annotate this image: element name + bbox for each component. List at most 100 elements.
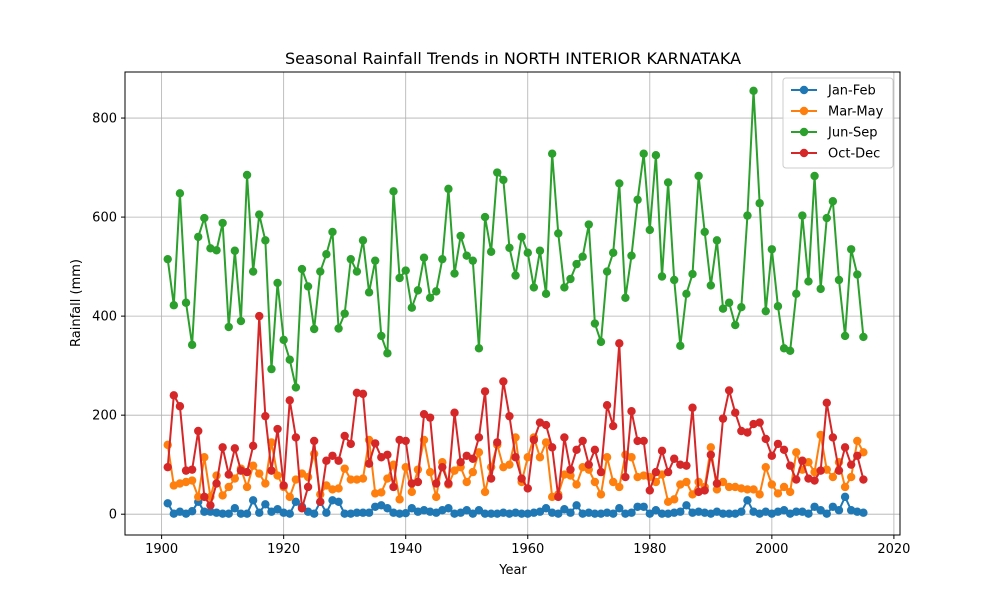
data-point-jan-feb bbox=[682, 501, 691, 510]
data-point-jun-sep bbox=[194, 232, 203, 242]
data-point-mar-may bbox=[358, 474, 368, 483]
data-point-jun-sep bbox=[663, 178, 673, 187]
data-point-jun-sep bbox=[651, 150, 661, 160]
data-point-jun-sep bbox=[468, 256, 478, 265]
data-point-jun-sep bbox=[840, 331, 850, 341]
data-point-jan-feb bbox=[743, 496, 752, 505]
data-point-mar-may bbox=[761, 462, 770, 472]
y-tick-label: 200 bbox=[92, 409, 117, 424]
data-point-mar-may bbox=[541, 438, 551, 447]
data-point-jan-feb bbox=[187, 507, 197, 516]
data-point-jun-sep bbox=[425, 293, 435, 303]
data-point-jun-sep bbox=[309, 324, 319, 334]
data-point-jun-sep bbox=[212, 246, 221, 255]
data-point-jun-sep bbox=[853, 270, 862, 279]
data-point-mar-may bbox=[285, 492, 294, 502]
data-point-mar-may bbox=[779, 482, 789, 492]
data-point-jun-sep bbox=[395, 273, 404, 283]
data-point-oct-dec bbox=[419, 409, 429, 419]
data-point-jun-sep bbox=[639, 149, 648, 158]
data-point-mar-may bbox=[596, 490, 606, 499]
data-point-jun-sep bbox=[328, 227, 337, 237]
data-point-jun-sep bbox=[743, 211, 752, 220]
data-point-jan-feb bbox=[651, 506, 661, 515]
legend-box bbox=[782, 77, 894, 169]
series-jan-feb bbox=[163, 492, 868, 518]
legend: Jan-Feb Mar-May Jun-Sep Oct-Dec bbox=[782, 77, 894, 169]
data-point-oct-dec bbox=[572, 445, 581, 455]
data-point-jun-sep bbox=[486, 247, 496, 256]
data-point-oct-dec bbox=[273, 424, 282, 434]
data-point-oct-dec bbox=[602, 401, 612, 410]
legend-label-oct-dec: Oct-Dec bbox=[828, 147, 880, 162]
data-point-jun-sep bbox=[340, 309, 349, 318]
data-point-mar-may bbox=[261, 479, 270, 488]
data-point-jan-feb bbox=[352, 508, 362, 517]
legend-marker-oct-dec bbox=[799, 148, 809, 158]
data-point-mar-may bbox=[480, 487, 490, 497]
data-point-mar-may bbox=[273, 471, 282, 480]
data-point-jun-sep bbox=[419, 253, 429, 262]
data-point-jan-feb bbox=[334, 497, 343, 507]
data-point-jun-sep bbox=[761, 306, 770, 316]
data-point-jan-feb bbox=[236, 509, 246, 518]
data-point-oct-dec bbox=[334, 456, 343, 465]
data-point-jun-sep bbox=[444, 184, 453, 194]
y-tick-label: 0 bbox=[109, 508, 117, 523]
data-point-jun-sep bbox=[822, 213, 831, 223]
data-point-jun-sep bbox=[371, 256, 380, 265]
data-point-jan-feb bbox=[340, 509, 349, 518]
data-point-mar-may bbox=[608, 477, 618, 487]
data-point-jun-sep bbox=[450, 269, 459, 278]
x-tick-label: 1940 bbox=[389, 542, 422, 557]
data-point-oct-dec bbox=[261, 411, 270, 421]
data-point-jan-feb bbox=[383, 504, 392, 513]
data-point-jan-feb bbox=[291, 497, 301, 507]
data-point-jan-feb bbox=[395, 509, 404, 518]
x-tick-label: 1960 bbox=[511, 542, 544, 557]
data-point-oct-dec bbox=[645, 486, 654, 495]
data-point-jan-feb bbox=[566, 508, 575, 517]
data-point-jun-sep bbox=[547, 149, 557, 158]
data-point-mar-may bbox=[401, 462, 410, 472]
data-point-jun-sep bbox=[377, 331, 386, 341]
data-point-oct-dec bbox=[450, 408, 459, 417]
data-point-jan-feb bbox=[255, 508, 264, 517]
data-point-oct-dec bbox=[529, 435, 539, 445]
data-point-mar-may bbox=[450, 466, 459, 475]
data-point-oct-dec bbox=[731, 408, 740, 417]
data-point-oct-dec bbox=[163, 462, 172, 472]
data-point-oct-dec bbox=[554, 492, 563, 502]
data-point-jan-feb bbox=[639, 502, 648, 511]
data-point-jan-feb bbox=[273, 505, 282, 514]
data-point-jun-sep bbox=[358, 236, 368, 245]
data-point-mar-may bbox=[712, 485, 722, 494]
data-point-jun-sep bbox=[346, 254, 355, 264]
data-point-oct-dec bbox=[255, 311, 264, 321]
data-point-oct-dec bbox=[401, 436, 410, 446]
data-point-oct-dec bbox=[389, 482, 398, 492]
data-point-jun-sep bbox=[682, 289, 691, 299]
data-point-mar-may bbox=[200, 453, 209, 462]
data-point-jun-sep bbox=[712, 236, 722, 245]
data-point-oct-dec bbox=[547, 443, 557, 452]
series-group bbox=[163, 86, 868, 518]
y-tick-label: 800 bbox=[92, 112, 117, 127]
data-point-jun-sep bbox=[737, 303, 746, 312]
data-point-jan-feb bbox=[200, 507, 209, 516]
data-point-oct-dec bbox=[438, 462, 447, 472]
data-point-oct-dec bbox=[517, 474, 526, 483]
data-point-mar-may bbox=[322, 481, 331, 490]
data-point-mar-may bbox=[383, 474, 392, 483]
data-point-oct-dec bbox=[596, 467, 606, 477]
data-point-oct-dec bbox=[712, 479, 722, 488]
data-point-jan-feb bbox=[480, 509, 490, 518]
data-point-mar-may bbox=[346, 475, 355, 484]
data-point-jan-feb bbox=[859, 508, 868, 517]
data-point-jun-sep bbox=[688, 269, 697, 279]
data-point-mar-may bbox=[187, 476, 197, 485]
data-point-oct-dec bbox=[724, 386, 734, 395]
data-point-jun-sep bbox=[798, 211, 807, 220]
data-point-jun-sep bbox=[792, 289, 801, 299]
